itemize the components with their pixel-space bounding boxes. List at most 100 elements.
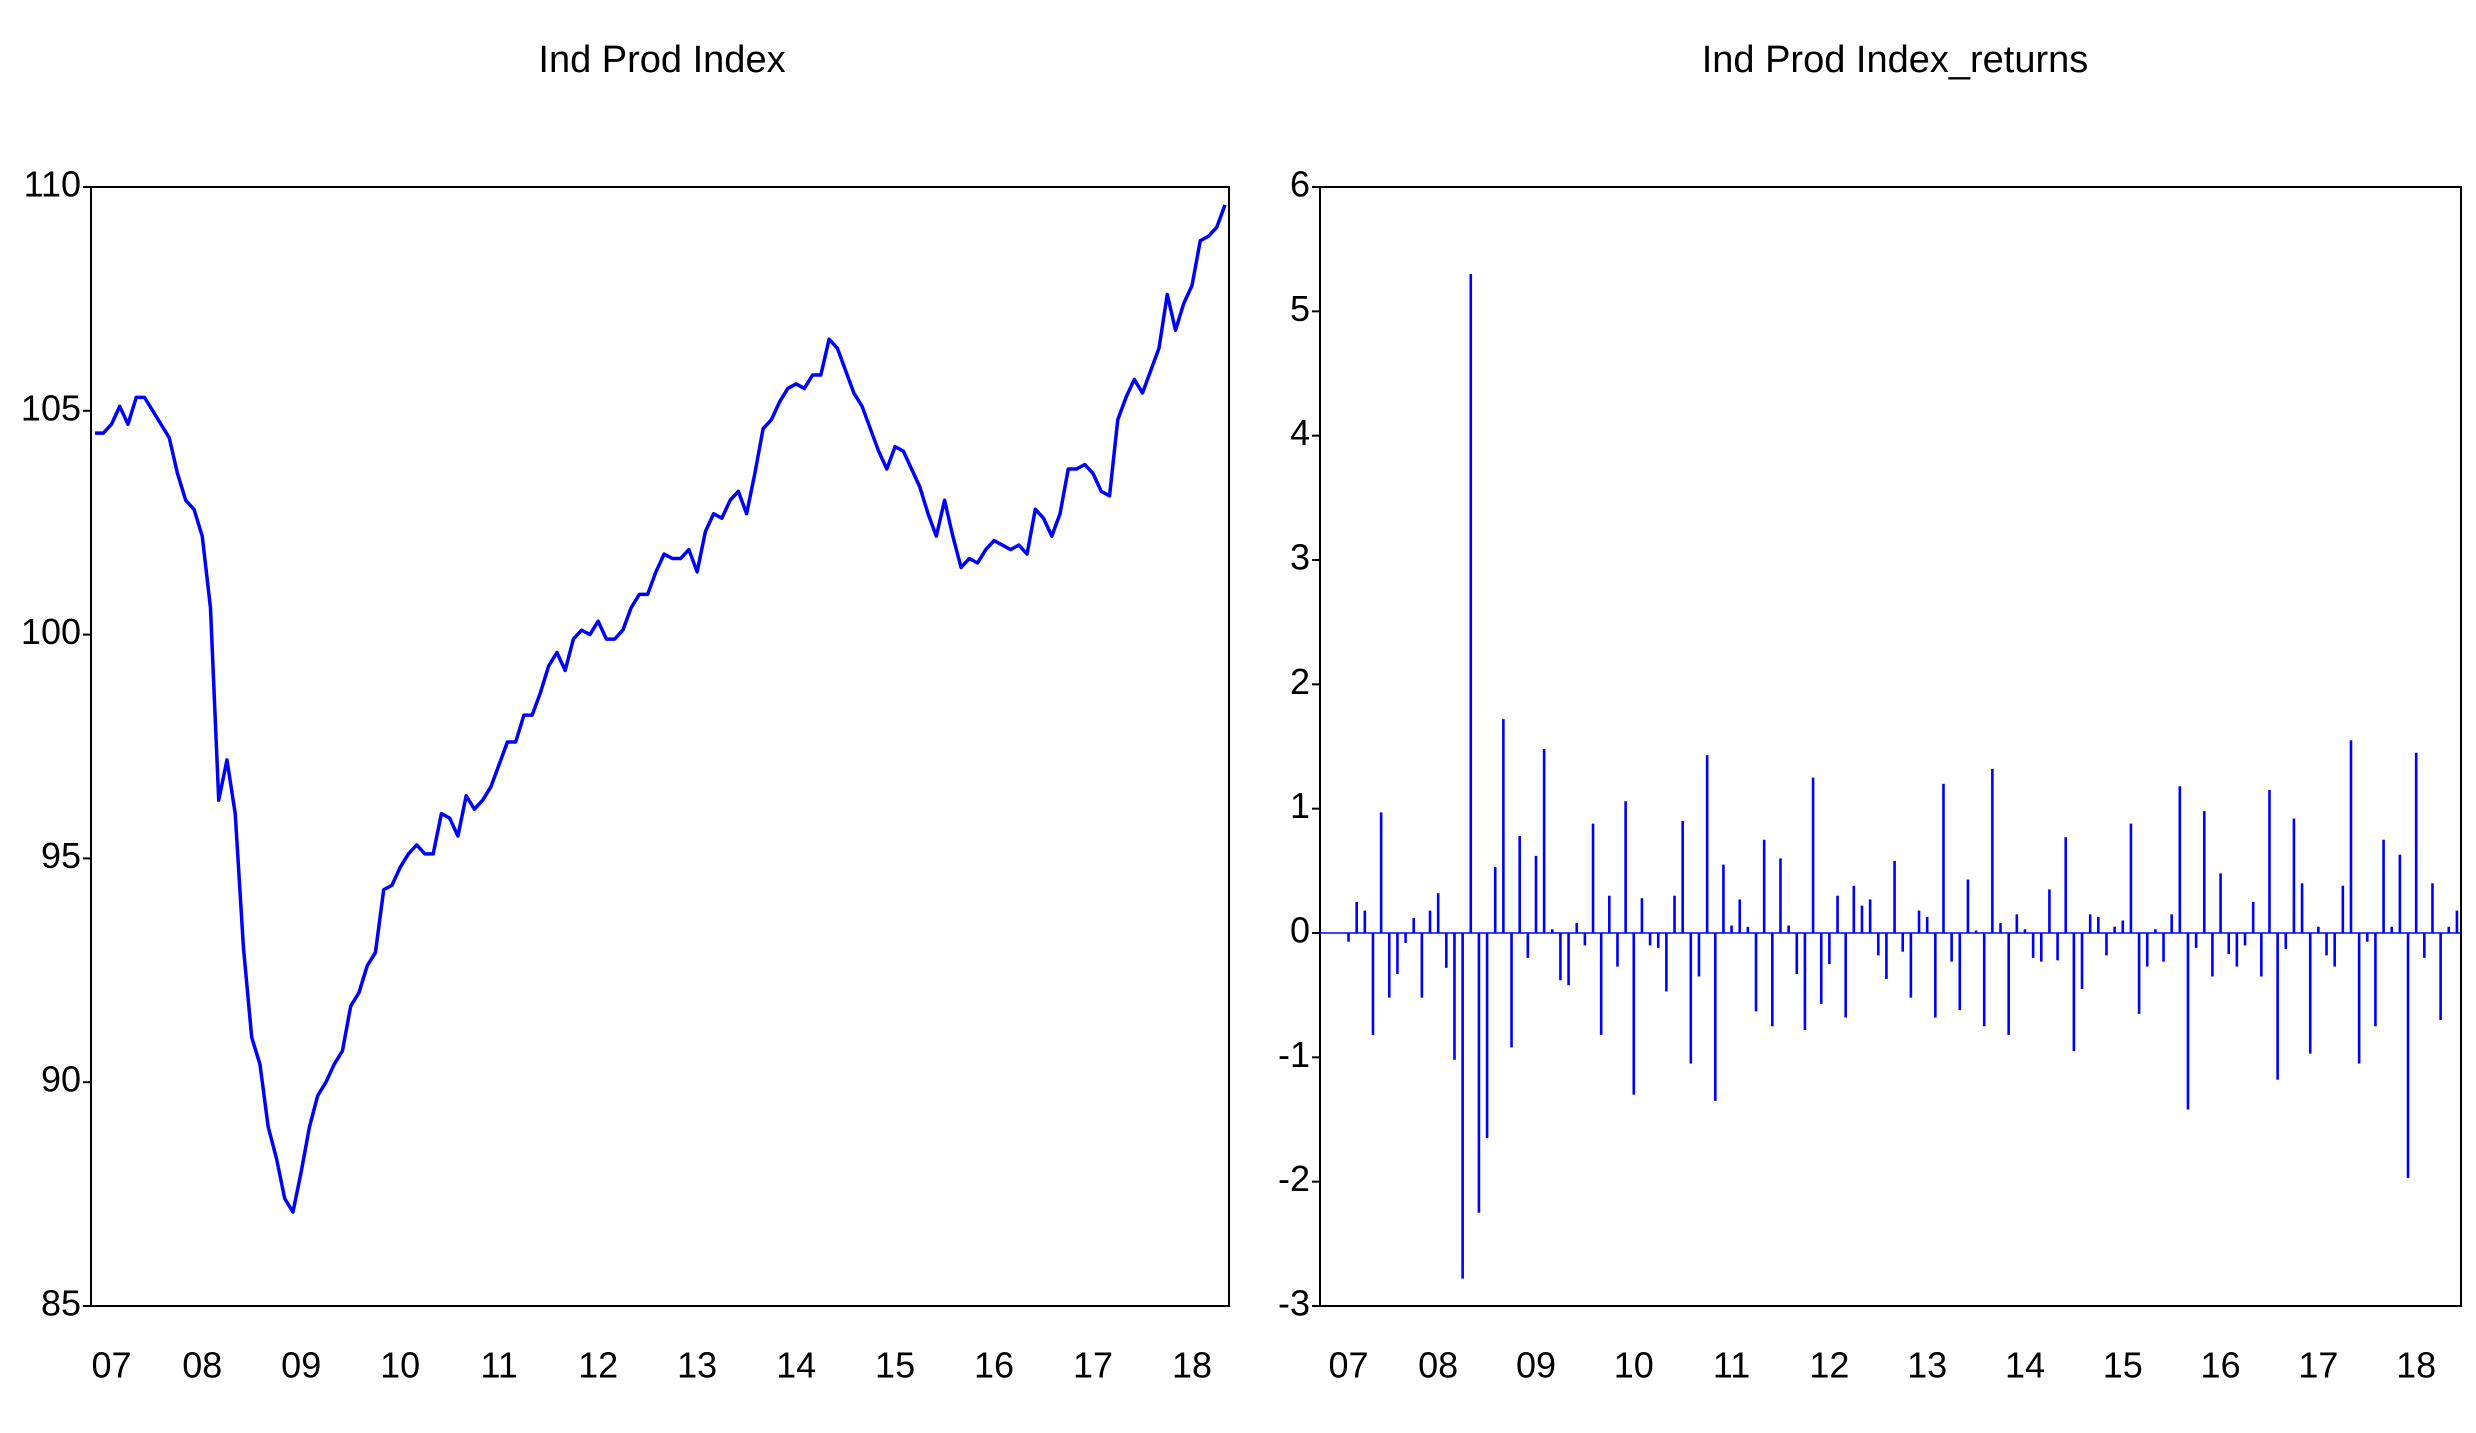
bar [2439,933,2442,1021]
x-tick-label: 11 [1713,1345,1750,1386]
bar [1648,933,1652,946]
bar [2431,883,2434,933]
bar [1876,933,1880,956]
bar [1754,933,1758,1012]
bar [2023,929,2027,933]
bar [1852,885,1856,933]
x-tick-label: 10 [380,1345,420,1386]
bar [1991,768,1994,933]
bar [2121,920,2125,933]
bar [1730,925,1733,933]
bar [1942,783,1945,933]
bar [1795,933,1799,975]
bar [2390,926,2394,933]
bar [1917,910,1921,933]
bar [2154,929,2157,933]
bar [2268,790,2271,933]
bar [2162,933,2165,962]
bar [1559,933,1562,981]
bar [2105,933,2108,956]
bar [1656,933,1660,948]
bar [2423,933,2426,958]
bar [2406,933,2410,1178]
plot-frame [1319,186,2462,1307]
bar [2202,811,2206,933]
bar [1477,933,1481,1213]
bar [2251,901,2255,933]
bar [2219,873,2222,933]
bar [2447,926,2451,933]
bar [2145,933,2149,967]
bar [1925,916,1929,933]
bar [2088,914,2092,933]
bar [2317,926,2320,933]
bar [1999,923,2002,933]
bar [1689,933,1693,1064]
bar [2300,883,2304,933]
bar [1713,933,1717,1101]
bar [2382,839,2385,933]
bar [1542,748,1546,933]
bar [2031,933,2035,958]
bar [1371,933,1375,1035]
bar [2455,910,2459,933]
bar [2211,933,2214,977]
bar [1982,933,1986,1027]
x-tick-label: 11 [480,1345,517,1386]
bar [2015,914,2019,933]
bar [2276,933,2279,1080]
bar [2235,933,2239,967]
y-tick-label: 105 [21,387,81,428]
bar [1819,933,1823,1004]
bar [1632,933,1636,1095]
bar [1828,933,1831,965]
bar [1583,933,1587,946]
bar [1575,923,1579,933]
bar [1599,933,1603,1035]
bar [1779,858,1782,933]
bar [1363,910,1367,933]
y-tick-label: 5 [1290,288,1310,329]
bar [2178,786,2182,933]
bar [1665,933,1668,992]
bar [2325,933,2328,956]
x-tick-label: 14 [776,1345,816,1386]
bar [1355,901,1358,933]
bar [1909,933,1913,998]
bar [2308,933,2312,1054]
bar [1616,933,1619,967]
bar [1974,930,1978,933]
bar [1534,855,1538,933]
bar [1379,812,1383,933]
bar [1893,860,1896,933]
x-tick-label: 13 [677,1345,717,1386]
bar [1771,933,1774,1027]
bar [1640,898,1644,933]
bar [1461,933,1464,1279]
bar [2333,933,2336,967]
bar [1550,929,1554,933]
bar [1934,933,1937,1018]
x-tick-label: 09 [1516,1345,1556,1386]
bar [2072,933,2076,1052]
plot-frame [90,186,1230,1307]
bar [1836,895,1839,933]
x-tick-label: 09 [281,1345,321,1386]
bar [1738,899,1742,933]
bar [2007,933,2010,1035]
bar [1901,933,1905,952]
x-tick-label: 10 [1614,1345,1654,1386]
y-tick-label: -1 [1278,1034,1310,1075]
bar [1412,918,1416,933]
bar [1436,893,1440,933]
bar [1502,719,1505,933]
bar [1885,933,1888,980]
bar [1803,933,1807,1030]
x-tick-label: 08 [182,1345,222,1386]
bar [1347,933,1350,942]
y-tick-label: 85 [41,1283,81,1324]
y-tick-label: 3 [1290,537,1310,578]
bar [1624,801,1627,933]
bar [1469,274,1473,933]
